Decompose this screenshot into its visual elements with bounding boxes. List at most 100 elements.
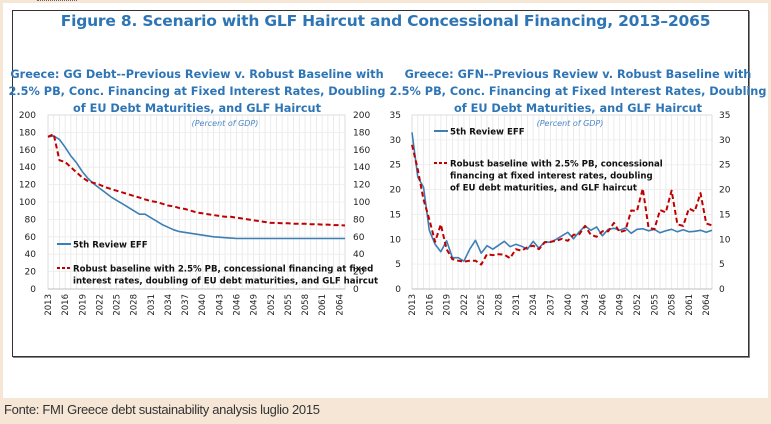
legend-label-robust-baseline: Robust baseline with 2.5% PB, concession… bbox=[450, 160, 663, 170]
y-tick-label-left: 20 bbox=[25, 268, 37, 278]
chart-subtitle: (Percent of GDP) bbox=[537, 119, 604, 128]
y-tick-label-left: 35 bbox=[390, 111, 401, 121]
y-tick-label-right: 100 bbox=[353, 198, 370, 208]
x-tick-label: 2019 bbox=[443, 294, 453, 316]
x-tick-label: 2061 bbox=[318, 294, 328, 316]
x-tick-label: 2034 bbox=[164, 294, 174, 316]
y-tick-label-right: 20 bbox=[719, 186, 731, 196]
x-tick-label: 2019 bbox=[78, 294, 88, 316]
chart-title-line: Greece: GG Debt--Previous Review v. Robu… bbox=[10, 68, 383, 81]
x-tick-label: 2043 bbox=[215, 294, 225, 316]
x-tick-label: 2064 bbox=[335, 294, 345, 316]
chart-title-line: of EU Debt Maturities, and GLF Haircut bbox=[454, 102, 703, 115]
y-tick-label-right: 160 bbox=[353, 146, 370, 156]
series-line-previous-review bbox=[47, 135, 345, 240]
y-tick-label-right: 10 bbox=[719, 235, 731, 245]
y-tick-label-right: 80 bbox=[353, 215, 365, 225]
x-tick-label: 2031 bbox=[512, 294, 522, 316]
y-tick-label-left: 25 bbox=[390, 161, 401, 171]
x-tick-label: 2016 bbox=[425, 294, 435, 316]
chart-title-line: 2.5% PB, Conc. Financing at Fixed Intere… bbox=[9, 85, 386, 98]
y-tick-label-right: 60 bbox=[353, 233, 365, 243]
legend-label-robust-baseline: of EU debt maturities, and GLF haircut bbox=[450, 184, 637, 194]
x-tick-label: 2040 bbox=[564, 294, 574, 316]
grid bbox=[411, 114, 713, 290]
x-tick-label: 2055 bbox=[650, 294, 660, 316]
gg-debt-chart: Greece: GG Debt--Previous Review v. Robu… bbox=[9, 68, 386, 316]
x-tick-label: 2052 bbox=[267, 294, 277, 316]
y-tick-label-right: 200 bbox=[353, 111, 370, 121]
x-tick-label: 2064 bbox=[702, 294, 712, 316]
x-tick-label: 2013 bbox=[44, 294, 54, 316]
y-tick-label-right: 40 bbox=[353, 250, 365, 260]
chart-title-line: of EU Debt Maturities, and GLF Haircut bbox=[73, 102, 322, 115]
y-tick-label-right: 35 bbox=[719, 111, 730, 121]
y-tick-label-left: 180 bbox=[19, 128, 36, 138]
legend-label-robust-baseline: Robust baseline with 2.5% PB, concession… bbox=[73, 265, 373, 275]
chart-title-line: Greece: GFN--Previous Review v. Robust B… bbox=[405, 68, 752, 81]
y-tick-label-left: 140 bbox=[19, 163, 36, 173]
y-tick-label-left: 0 bbox=[30, 285, 36, 295]
x-tick-label: 2022 bbox=[460, 294, 470, 316]
y-tick-label-left: 5 bbox=[395, 260, 401, 270]
series-line-robust-baseline bbox=[47, 133, 346, 227]
x-tick-label: 2061 bbox=[685, 294, 695, 316]
figure-frame bbox=[12, 10, 749, 357]
source-note: Fonte: FMI Greece debt sustainability an… bbox=[4, 402, 320, 417]
x-tick-label: 2058 bbox=[668, 294, 678, 316]
figure-title: Figure 8. Scenario with GLF Haircut and … bbox=[60, 12, 711, 30]
chart-title-line: 2.5% PB, Conc. Financing at Fixed Intere… bbox=[390, 85, 767, 98]
y-tick-label-right: 15 bbox=[719, 210, 730, 220]
series-line-robust-baseline bbox=[411, 144, 713, 266]
legend-label-previous-review: 5th Review EFF bbox=[450, 128, 525, 138]
x-tick-label: 2022 bbox=[95, 294, 105, 316]
x-tick-label: 2049 bbox=[250, 294, 260, 316]
x-tick-label: 2037 bbox=[181, 294, 191, 316]
x-tick-label: 2040 bbox=[198, 294, 208, 316]
y-tick-label-left: 20 bbox=[390, 186, 402, 196]
x-tick-label: 2028 bbox=[495, 294, 505, 316]
legend-label-previous-review: 5th Review EFF bbox=[73, 241, 148, 251]
y-tick-label-right: 0 bbox=[719, 285, 725, 295]
legend-label-robust-baseline: interest rates, doubling of EU debt matu… bbox=[73, 277, 378, 287]
y-tick-label-left: 100 bbox=[19, 198, 36, 208]
y-tick-label-left: 200 bbox=[19, 111, 36, 121]
y-tick-label-left: 10 bbox=[390, 235, 402, 245]
x-tick-label: 2031 bbox=[147, 294, 157, 316]
x-tick-label: 2025 bbox=[113, 294, 123, 316]
y-tick-label-right: 30 bbox=[719, 136, 731, 146]
legend-label-robust-baseline: financing at fixed interest rates, doubl… bbox=[450, 172, 653, 182]
x-tick-label: 2046 bbox=[232, 294, 242, 316]
chart-subtitle: (Percent of GDP) bbox=[192, 119, 259, 128]
decorative-dotted-rule bbox=[37, 0, 77, 3]
x-tick-label: 2046 bbox=[598, 294, 608, 316]
x-tick-label: 2058 bbox=[301, 294, 311, 316]
y-tick-label-left: 30 bbox=[390, 136, 402, 146]
y-tick-label-right: 180 bbox=[353, 128, 370, 138]
x-tick-label: 2052 bbox=[633, 294, 643, 316]
y-tick-label-left: 160 bbox=[19, 146, 36, 156]
x-tick-label: 2049 bbox=[616, 294, 626, 316]
series-line-previous-review bbox=[411, 132, 713, 263]
x-tick-label: 2034 bbox=[529, 294, 539, 316]
x-tick-label: 2025 bbox=[477, 294, 487, 316]
x-tick-label: 2055 bbox=[284, 294, 294, 316]
gfn-chart: Greece: GFN--Previous Review v. Robust B… bbox=[390, 68, 767, 316]
y-tick-label-left: 80 bbox=[25, 215, 37, 225]
x-tick-label: 2013 bbox=[408, 294, 418, 316]
y-tick-label-right: 20 bbox=[353, 268, 365, 278]
x-tick-label: 2016 bbox=[61, 294, 71, 316]
y-tick-label-right: 0 bbox=[353, 285, 359, 295]
grid bbox=[47, 114, 346, 290]
y-tick-label-right: 5 bbox=[719, 260, 725, 270]
y-tick-label-left: 40 bbox=[25, 250, 37, 260]
y-tick-label-left: 120 bbox=[19, 181, 36, 191]
y-tick-label-right: 120 bbox=[353, 181, 370, 191]
x-tick-label: 2043 bbox=[581, 294, 591, 316]
x-tick-label: 2028 bbox=[130, 294, 140, 316]
y-tick-label-left: 60 bbox=[25, 233, 37, 243]
y-tick-label-right: 25 bbox=[719, 161, 730, 171]
y-tick-label-left: 0 bbox=[395, 285, 401, 295]
y-tick-label-right: 140 bbox=[353, 163, 370, 173]
